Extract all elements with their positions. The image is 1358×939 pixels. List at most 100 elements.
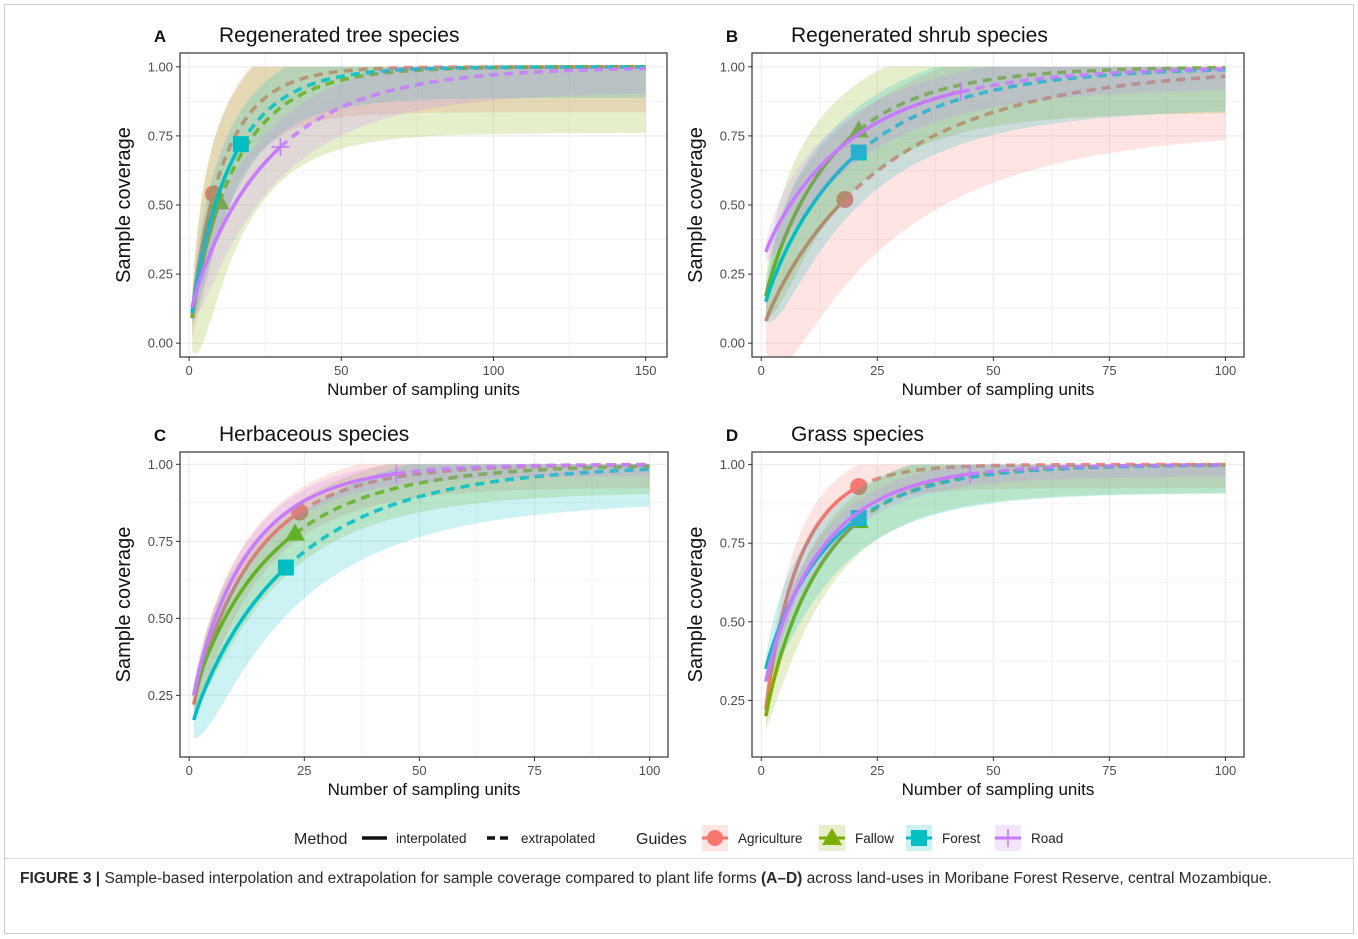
observed-point-triangle xyxy=(285,523,306,541)
x-tick-label: 25 xyxy=(870,763,884,778)
y-tick-label: 1.00 xyxy=(720,457,745,472)
legend-label-agriculture: Agriculture xyxy=(738,831,803,846)
legend-key-agriculture xyxy=(702,825,728,851)
panel-title: Regenerated tree species xyxy=(219,24,460,47)
extrapolated-line xyxy=(969,463,1226,476)
interpolated-line xyxy=(764,519,860,717)
x-axis-label: Number of sampling units xyxy=(902,780,1095,799)
panel-letter: C xyxy=(154,426,166,445)
extrapolated-line xyxy=(294,464,650,536)
y-tick-label: 0.25 xyxy=(148,267,173,282)
extrapolated-line xyxy=(239,65,646,146)
caption-text-2: across land-uses in Moribane Forest Rese… xyxy=(802,870,1272,887)
extrapolated-line xyxy=(279,66,646,149)
y-tick-label: 0.25 xyxy=(148,688,173,703)
legend-label-road: Road xyxy=(1031,831,1063,846)
confidence-band xyxy=(765,66,1226,323)
confidence-band xyxy=(765,66,1226,319)
y-tick-label: 0.50 xyxy=(148,611,173,626)
legend-key-forest xyxy=(906,825,932,851)
legend-label-forest: Forest xyxy=(942,831,981,846)
interpolated-line xyxy=(764,472,971,682)
x-tick-label: 100 xyxy=(1215,763,1237,778)
extrapolated-line xyxy=(857,65,1226,132)
y-tick-label: 0.75 xyxy=(720,536,745,551)
chart-panel-a: 0 50 100 150 0.00 0.25 0.50 0.75 1.00 A Regenerate… xyxy=(113,24,668,399)
series-road xyxy=(764,66,1226,263)
observed-point-circle xyxy=(836,190,854,208)
series-agriculture xyxy=(764,462,1226,722)
confidence-band xyxy=(192,66,646,354)
interpolated-line xyxy=(192,471,397,696)
interpolated-line xyxy=(764,89,962,253)
observed-point-triangle xyxy=(848,120,869,138)
x-tick-label: 75 xyxy=(527,763,541,778)
figure-frame xyxy=(4,4,1354,934)
confidence-band xyxy=(193,464,650,717)
series-agriculture xyxy=(764,66,1226,358)
observed-point-square xyxy=(850,144,867,161)
confidence-band xyxy=(765,464,1226,731)
y-tick-label: 0.25 xyxy=(720,693,745,708)
legend-key-circle xyxy=(707,830,723,846)
x-axis-label: Number of sampling units xyxy=(328,780,521,799)
x-tick-label: 0 xyxy=(758,363,765,378)
panel-title: Herbaceous species xyxy=(219,423,409,446)
y-tick-label: 0.00 xyxy=(148,336,173,351)
series-road xyxy=(764,463,1226,688)
confidence-band xyxy=(765,66,1226,358)
extrapolated-line xyxy=(960,67,1226,94)
y-tick-label: 1.00 xyxy=(720,59,745,74)
legend-key-road xyxy=(995,825,1021,851)
confidence-band xyxy=(765,66,1226,263)
y-axis-label: Sample coverage xyxy=(113,527,135,683)
confidence-band xyxy=(192,66,646,339)
legend-method-title: Method xyxy=(294,831,347,848)
y-tick-label: 0.75 xyxy=(148,534,173,549)
observed-point-square xyxy=(277,559,294,576)
series-road xyxy=(190,66,646,320)
legend-key-fallow xyxy=(819,825,845,851)
caption-label: FIGURE 3 | xyxy=(20,870,101,887)
y-tick-label: 0.00 xyxy=(720,336,745,351)
legend-extrapolated-label: extrapolated xyxy=(521,831,595,846)
chart-panel-b: 0 25 50 75 100 0.00 0.25 0.50 0.75 1.00 B Regenerat… xyxy=(685,24,1245,399)
plot-border xyxy=(179,451,669,758)
interpolated-line xyxy=(190,145,282,308)
x-tick-label: 100 xyxy=(1215,363,1237,378)
extrapolated-line xyxy=(857,67,1226,154)
plot-border xyxy=(751,451,1245,758)
legend-label-fallow: Fallow xyxy=(855,831,894,846)
x-tick-label: 0 xyxy=(186,763,193,778)
x-tick-label: 0 xyxy=(186,363,193,378)
y-tick-label: 1.00 xyxy=(148,457,173,472)
x-tick-label: 50 xyxy=(412,763,426,778)
figure-canvas: 0 50 100 150 0.00 0.25 0.50 0.75 1.00 A Regenerate… xyxy=(113,24,1245,851)
x-tick-label: 150 xyxy=(635,363,657,378)
x-tick-label: 100 xyxy=(483,363,505,378)
extrapolated-line xyxy=(843,74,1226,201)
x-tick-label: 100 xyxy=(639,763,661,778)
y-axis-label: Sample coverage xyxy=(685,127,707,283)
figure-caption: FIGURE 3 | Sample-based interpolation an… xyxy=(20,868,1338,890)
caption-text-1: Sample-based interpolation and extrapola… xyxy=(100,870,761,887)
extrapolated-line xyxy=(396,462,650,476)
panel-letter: B xyxy=(726,27,738,46)
series-forest xyxy=(764,66,1226,323)
series-road xyxy=(192,462,650,702)
caption-panel-ref: (A–D) xyxy=(760,870,803,887)
legend-key-square xyxy=(911,830,927,846)
legend-key-triangle xyxy=(822,828,842,845)
extrapolated-line xyxy=(857,462,1226,489)
confidence-band xyxy=(765,464,1226,684)
x-axis-label: Number of sampling units xyxy=(902,380,1095,399)
panel-letter: A xyxy=(154,27,166,46)
x-tick-label: 25 xyxy=(870,363,884,378)
y-axis-label: Sample coverage xyxy=(685,527,707,683)
x-tick-label: 50 xyxy=(986,363,1000,378)
panel-title: Grass species xyxy=(791,423,924,446)
interpolated-line xyxy=(192,566,288,721)
x-tick-label: 75 xyxy=(1102,763,1116,778)
x-tick-label: 0 xyxy=(758,763,765,778)
y-tick-label: 0.75 xyxy=(720,128,745,143)
